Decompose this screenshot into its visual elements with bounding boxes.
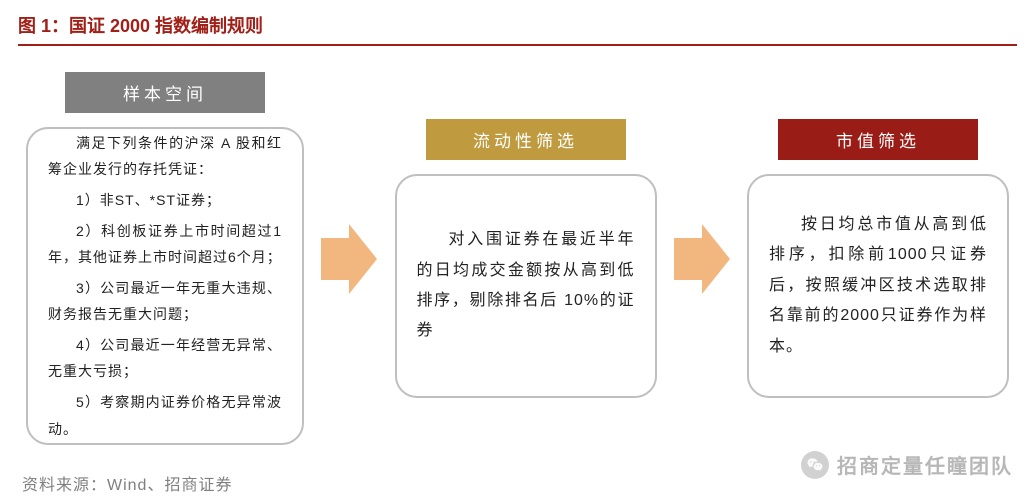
watermark: 招商定量任瞳团队: [801, 450, 1013, 479]
stage-header: 流动性筛选: [426, 119, 626, 160]
card-body: 满足下列条件的沪深 A 股和红筹企业发行的存托凭证： 1）非ST、*ST证券； 2）…: [48, 126, 282, 447]
wechat-icon: [801, 451, 829, 479]
stage-card: 按日均总市值从高到低排序，扣除前1000只证券后，按照缓冲区技术选取排名靠前的2…: [747, 174, 1009, 398]
card-line: 5）考察期内证券价格无异常波动。: [48, 389, 282, 442]
card-body: 对入围证券在最近半年的日均成交金额按从高到低排序，剔除排名后 10%的证券: [417, 221, 635, 351]
card-line: 满足下列条件的沪深 A 股和红筹企业发行的存托凭证：: [48, 130, 282, 183]
stage-card: 满足下列条件的沪深 A 股和红筹企业发行的存托凭证： 1）非ST、*ST证券； 2）…: [26, 127, 304, 445]
title-text: 图 1：国证 2000 指数编制规则: [18, 12, 263, 38]
figure-title: 图 1：国证 2000 指数编制规则: [18, 12, 1017, 38]
stage-header: 样本空间: [65, 72, 265, 113]
card-line: 1）非ST、*ST证券；: [48, 187, 282, 214]
arrow-icon: [321, 224, 377, 294]
stage-liquidity-filter: 流动性筛选 对入围证券在最近半年的日均成交金额按从高到低排序，剔除排名后 10%…: [395, 119, 657, 398]
stage-sample-space: 样本空间 满足下列条件的沪深 A 股和红筹企业发行的存托凭证： 1）非ST、*ST…: [26, 72, 304, 445]
arrow-icon: [674, 224, 730, 294]
card-line: 对入围证券在最近半年的日均成交金额按从高到低排序，剔除排名后 10%的证券: [417, 225, 635, 347]
card-line: 3）公司最近一年无重大违规、财务报告无重大问题；: [48, 275, 282, 328]
card-line: 按日均总市值从高到低排序，扣除前1000只证券后，按照缓冲区技术选取排名靠前的2…: [769, 210, 987, 362]
card-body: 按日均总市值从高到低排序，扣除前1000只证券后，按照缓冲区技术选取排名靠前的2…: [769, 206, 987, 366]
title-underline: [18, 44, 1017, 46]
card-line: 2）科创板证券上市时间超过1年，其他证券上市时间超过6个月；: [48, 218, 282, 271]
stage-header: 市值筛选: [778, 119, 978, 160]
source-text: 资料来源：Wind、招商证券: [22, 471, 232, 495]
card-line: 4）公司最近一年经营无异常、无重大亏损；: [48, 332, 282, 385]
stage-marketcap-filter: 市值筛选 按日均总市值从高到低排序，扣除前1000只证券后，按照缓冲区技术选取排…: [747, 119, 1009, 398]
watermark-text: 招商定量任瞳团队: [837, 450, 1013, 479]
flow-container: 样本空间 满足下列条件的沪深 A 股和红筹企业发行的存托凭证： 1）非ST、*ST…: [18, 72, 1017, 445]
stage-card: 对入围证券在最近半年的日均成交金额按从高到低排序，剔除排名后 10%的证券: [395, 174, 657, 398]
